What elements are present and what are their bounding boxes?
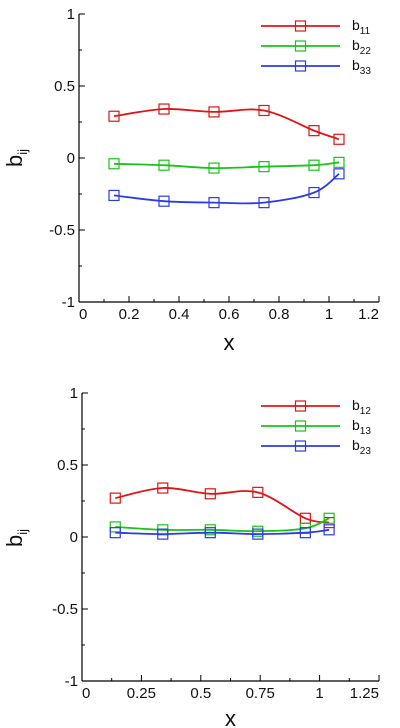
data-point-b22: [158, 159, 170, 171]
data-point-b22: [208, 162, 220, 174]
data-point-b11: [108, 110, 120, 122]
legend-label: b11: [352, 17, 371, 37]
y-tick-label: -1: [62, 294, 75, 311]
x-tick-label: 0.8: [269, 306, 290, 323]
data-point-b23: [323, 524, 335, 536]
data-point-b12: [109, 492, 121, 504]
x-tick-label: 1.2: [358, 306, 379, 323]
y-tick-label: -0.5: [49, 222, 75, 239]
series-line-b11: [113, 108, 340, 141]
chart-1: -1 -0.5 0 0.5 1 0 0.2 0.4 0.6 0.8 1 1.2 x bij b11b22b3…: [2, 6, 380, 355]
data-point-b23: [252, 528, 264, 540]
y-tick-label: -1: [65, 673, 78, 690]
data-point-b33: [258, 197, 270, 209]
data-point-b13: [323, 512, 335, 524]
data-point-b11: [333, 133, 345, 145]
legend-marker: [294, 440, 307, 452]
data-point-b12: [204, 488, 216, 500]
series-line-b22: [113, 161, 340, 170]
data-point-b33: [333, 168, 345, 180]
x-tick-label: 0.2: [119, 306, 140, 323]
y-axis-title: bij: [2, 529, 30, 547]
data-point-b23: [299, 527, 311, 539]
x-axis-title: x: [225, 706, 236, 728]
data-point-b33: [108, 189, 120, 202]
y-tick-label: 0.5: [57, 457, 78, 474]
legend-label: b33: [352, 57, 371, 77]
x-tick-label: 0.25: [127, 685, 156, 702]
y-tick-label: 0: [67, 150, 75, 167]
data-point-b33: [208, 197, 220, 209]
x-tick-label: 0.4: [169, 306, 190, 323]
y-tick-label: 1: [67, 6, 75, 23]
legend-marker: [294, 60, 307, 72]
chart-2: -1 -0.5 0 0.5 1 0 0.25 0.5 0.75 1 1.25 x bij b12b13b2…: [2, 385, 380, 728]
data-point-b23: [204, 527, 216, 539]
legend-label: b12: [352, 397, 371, 417]
data-point-b23: [109, 527, 121, 539]
legend-marker: [294, 20, 307, 32]
y-tick-label: 0: [70, 529, 78, 546]
legend-label: b23: [352, 437, 371, 457]
data-point-b11: [158, 103, 170, 115]
x-tick-label: 0.75: [246, 685, 275, 702]
series-line-b33: [113, 173, 340, 205]
y-tick-label: -0.5: [52, 601, 78, 618]
data-point-b11: [258, 104, 270, 117]
data-point-b33: [308, 186, 320, 199]
x-tick-label: 0.6: [219, 306, 240, 323]
data-point-b12: [157, 482, 169, 494]
x-tick-label: 1: [315, 685, 323, 702]
data-point-b13: [109, 521, 121, 533]
legend-marker: [294, 40, 307, 52]
legend-marker: [294, 420, 307, 432]
data-point-b23: [157, 528, 169, 540]
legend-marker: [294, 400, 307, 412]
y-tick-label: 0.5: [54, 78, 75, 95]
series-line-b13: [115, 517, 330, 533]
data-point-b22: [333, 156, 345, 168]
data-point-b33: [158, 195, 170, 207]
series-line-b12: [115, 487, 330, 524]
data-point-b22: [258, 161, 270, 173]
x-tick-label: 0: [79, 306, 87, 323]
legend-label: b22: [352, 37, 371, 57]
data-point-b11: [308, 125, 320, 137]
x-tick-label: 0.5: [190, 685, 211, 702]
data-point-b22: [108, 158, 120, 170]
data-point-b11: [208, 106, 220, 118]
x-tick-label: 1.25: [350, 685, 379, 702]
series-line-b23: [115, 528, 330, 536]
x-tick-label: 1: [325, 306, 333, 323]
data-point-b22: [308, 159, 320, 171]
x-axis-title: x: [224, 330, 235, 355]
data-point-b12: [252, 486, 264, 498]
y-tick-label: 1: [70, 385, 78, 402]
legend-label: b13: [352, 417, 371, 437]
x-tick-label: 0: [82, 685, 90, 702]
y-axis-title: bij: [2, 149, 30, 167]
